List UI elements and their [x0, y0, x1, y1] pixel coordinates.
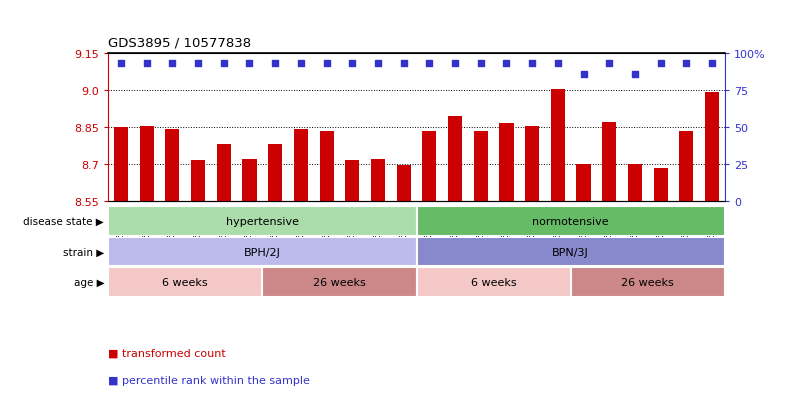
- Point: [680, 61, 693, 67]
- Point: [269, 61, 282, 67]
- Bar: [217, 145, 231, 202]
- Point: [320, 61, 333, 67]
- Bar: [417, 206, 725, 236]
- Point: [525, 61, 538, 67]
- Bar: [139, 126, 154, 202]
- Bar: [320, 131, 334, 202]
- Point: [500, 61, 513, 67]
- Text: 6 weeks: 6 weeks: [163, 278, 208, 287]
- Text: ■ percentile rank within the sample: ■ percentile rank within the sample: [108, 375, 310, 385]
- Bar: [705, 93, 719, 202]
- Bar: [417, 268, 570, 297]
- Bar: [417, 237, 725, 267]
- Bar: [243, 160, 256, 202]
- Point: [578, 71, 590, 78]
- Point: [603, 61, 616, 67]
- Bar: [679, 131, 694, 202]
- Point: [295, 61, 308, 67]
- Bar: [268, 145, 282, 202]
- Point: [140, 61, 153, 67]
- Point: [191, 61, 204, 67]
- Bar: [191, 161, 205, 202]
- Text: GDS3895 / 10577838: GDS3895 / 10577838: [108, 37, 252, 50]
- Point: [654, 61, 667, 67]
- Text: BPN/3J: BPN/3J: [553, 247, 589, 257]
- Bar: [165, 130, 179, 202]
- Point: [423, 61, 436, 67]
- Point: [629, 71, 642, 78]
- Point: [372, 61, 384, 67]
- Text: normotensive: normotensive: [533, 216, 609, 226]
- Point: [243, 61, 256, 67]
- Bar: [654, 168, 668, 202]
- Point: [217, 61, 230, 67]
- Point: [346, 61, 359, 67]
- Point: [397, 61, 410, 67]
- Text: strain ▶: strain ▶: [63, 247, 104, 257]
- Bar: [345, 161, 360, 202]
- Bar: [422, 131, 437, 202]
- Bar: [551, 90, 565, 202]
- Bar: [371, 160, 385, 202]
- Text: 6 weeks: 6 weeks: [471, 278, 517, 287]
- Point: [115, 61, 127, 67]
- Point: [706, 61, 718, 67]
- Text: BPH/2J: BPH/2J: [244, 247, 281, 257]
- Bar: [114, 128, 128, 202]
- Text: 26 weeks: 26 weeks: [313, 278, 366, 287]
- Bar: [570, 268, 725, 297]
- Bar: [396, 166, 411, 202]
- Text: 26 weeks: 26 weeks: [622, 278, 674, 287]
- Bar: [525, 126, 539, 202]
- Bar: [473, 131, 488, 202]
- Text: age ▶: age ▶: [74, 278, 104, 287]
- Bar: [263, 268, 417, 297]
- Bar: [108, 237, 417, 267]
- Bar: [108, 268, 263, 297]
- Bar: [294, 130, 308, 202]
- Bar: [108, 206, 417, 236]
- Bar: [577, 164, 590, 202]
- Point: [449, 61, 461, 67]
- Bar: [628, 164, 642, 202]
- Bar: [448, 116, 462, 202]
- Point: [551, 61, 564, 67]
- Text: disease state ▶: disease state ▶: [23, 216, 104, 226]
- Point: [474, 61, 487, 67]
- Bar: [499, 124, 513, 202]
- Text: hypertensive: hypertensive: [226, 216, 299, 226]
- Text: ■ transformed count: ■ transformed count: [108, 348, 226, 358]
- Bar: [602, 123, 616, 202]
- Point: [166, 61, 179, 67]
